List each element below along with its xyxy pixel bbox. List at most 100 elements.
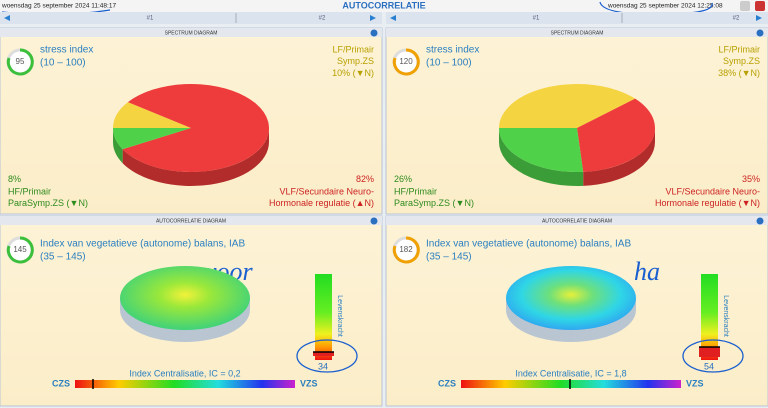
slice-percent-value: 8% <box>8 174 21 184</box>
slice-trend: (▼N) <box>739 68 760 78</box>
badge-arc <box>6 236 34 264</box>
disc-top <box>120 266 250 330</box>
slice-name: HF/Primair <box>8 186 51 196</box>
panel-range: (10 – 100) <box>426 58 472 69</box>
slice-percent: 26% <box>394 174 412 184</box>
panel-heading-bar <box>0 28 382 37</box>
slice-trend: (▼N) <box>67 198 88 208</box>
tab-arrow-left[interactable] <box>4 15 10 21</box>
centralisation-index: Index Centralisatie, IC = 1,8 <box>515 368 626 378</box>
info-icon[interactable] <box>370 29 378 37</box>
slice-name-line: ParaSymp.ZS <box>394 198 450 208</box>
slice-name: Hormonale regulatie (▲N) <box>269 198 374 208</box>
panel-heading-bar <box>0 216 382 225</box>
settings-icon[interactable] <box>740 1 750 11</box>
tab-arrow-right[interactable] <box>756 15 762 21</box>
pie-slice <box>499 83 636 128</box>
close-icon[interactable] <box>755 1 765 11</box>
pie-slice <box>113 102 191 128</box>
slice-name: HF/Primair <box>394 186 437 196</box>
pie-slice-side <box>112 128 123 164</box>
handwritten-note: ha <box>634 257 660 286</box>
vitality-bar <box>315 274 332 360</box>
panel-heading-bar <box>386 216 768 225</box>
panel-heading: SPECTRUM DIAGRAM <box>165 30 218 36</box>
badge-value: 120 <box>399 57 413 66</box>
vitality-bar <box>701 274 718 360</box>
axis-left-label: CZS <box>438 378 456 388</box>
date-right: woensdag 25 september 2024 12:25:08 <box>607 3 723 10</box>
pie-slice-side <box>499 128 584 186</box>
slice-name-line: Hormonale regulatie <box>655 198 736 208</box>
pie-slice-side <box>122 128 270 187</box>
tab-label[interactable]: #2 <box>319 16 326 22</box>
info-icon[interactable] <box>370 217 378 225</box>
disc-top <box>506 266 636 330</box>
centralisation-index: Index Centralisatie, IC = 0,2 <box>129 368 240 378</box>
slice-trend: (▼N) <box>353 68 374 78</box>
vitality-value: 34 <box>318 361 328 371</box>
pie-slice <box>577 98 656 172</box>
vitality-level <box>699 347 720 357</box>
slice-name: LF/Primair <box>332 44 374 54</box>
title-bar <box>0 0 768 12</box>
axis-right-label: VZS <box>686 378 704 388</box>
tab-label[interactable]: #1 <box>147 16 154 22</box>
panel-heading: AUTOCORRELATIE DIAGRAM <box>542 218 612 224</box>
badge-value: 95 <box>16 57 25 66</box>
axis-left-label: CZS <box>52 378 70 388</box>
vitality-label: Levenskracht <box>336 295 343 337</box>
badge-value: 182 <box>399 245 413 254</box>
slice-percent: 8% <box>8 174 21 184</box>
date-left: woensdag 25 september 2024 11:48:17 <box>1 3 116 10</box>
app-title: AUTOCORRELATIE <box>342 0 425 10</box>
slice-name: Symp.ZS <box>723 56 760 66</box>
pie-slice <box>112 128 191 150</box>
panel-heading: AUTOCORRELATIE DIAGRAM <box>156 218 226 224</box>
panel-range: (35 – 145) <box>40 252 86 263</box>
slice-percent-value: 35% <box>742 174 760 184</box>
panel-title: Index van vegetatieve (autonome) balans,… <box>426 239 631 250</box>
vitality-label: Levenskracht <box>722 295 729 337</box>
slice-name: ParaSymp.ZS (▼N) <box>8 198 88 208</box>
tab-label[interactable]: #1 <box>533 16 540 22</box>
tab-bar <box>0 12 382 24</box>
autocorrelation-panel: AUTOCORRELATIE DIAGRAM 145 Index van veget… <box>0 215 383 407</box>
slice-name-line: Symp.ZS <box>723 56 760 66</box>
info-icon[interactable] <box>756 217 764 225</box>
slice-percent: 82% <box>356 174 374 184</box>
badge-arc <box>392 236 420 264</box>
panel-heading-bar <box>386 28 768 37</box>
badge-value: 145 <box>13 245 27 254</box>
tab-arrow-left[interactable] <box>390 15 396 21</box>
slice-trend: (▲N) <box>353 198 374 208</box>
slice-name: VLF/Secundaire Neuro- <box>279 186 374 196</box>
slice-percent: 38% (▼N) <box>718 68 760 78</box>
slice-name: ParaSymp.ZS (▼N) <box>394 198 474 208</box>
pie-slice <box>122 84 270 173</box>
slice-trend: (▼N) <box>453 198 474 208</box>
tab-label[interactable]: #2 <box>733 16 740 22</box>
slice-percent: 10% (▼N) <box>332 68 374 78</box>
slice-trend: (▼N) <box>739 198 760 208</box>
slice-percent-value: 10% <box>332 68 350 78</box>
vitality-value: 54 <box>704 361 714 371</box>
tab-bar <box>386 12 768 24</box>
panel-title: stress index <box>40 45 93 56</box>
badge-arc <box>392 48 420 76</box>
slice-percent: 35% <box>742 174 760 184</box>
centralisation-bar <box>461 380 681 388</box>
pie-slice <box>499 128 584 172</box>
panel-range: (10 – 100) <box>40 58 86 69</box>
slice-name: Hormonale regulatie (▼N) <box>655 198 760 208</box>
slice-name-line: Hormonale regulatie <box>269 198 350 208</box>
slice-percent-value: 38% <box>718 68 736 78</box>
panel-title: Index van vegetatieve (autonome) balans,… <box>40 239 245 250</box>
tab-arrow-right[interactable] <box>370 15 376 21</box>
autocorrelation-panel: AUTOCORRELATIE DIAGRAM 182 Index van veget… <box>385 215 768 407</box>
slice-name-line: Symp.ZS <box>337 56 374 66</box>
slice-percent-value: 26% <box>394 174 412 184</box>
info-icon[interactable] <box>756 29 764 37</box>
